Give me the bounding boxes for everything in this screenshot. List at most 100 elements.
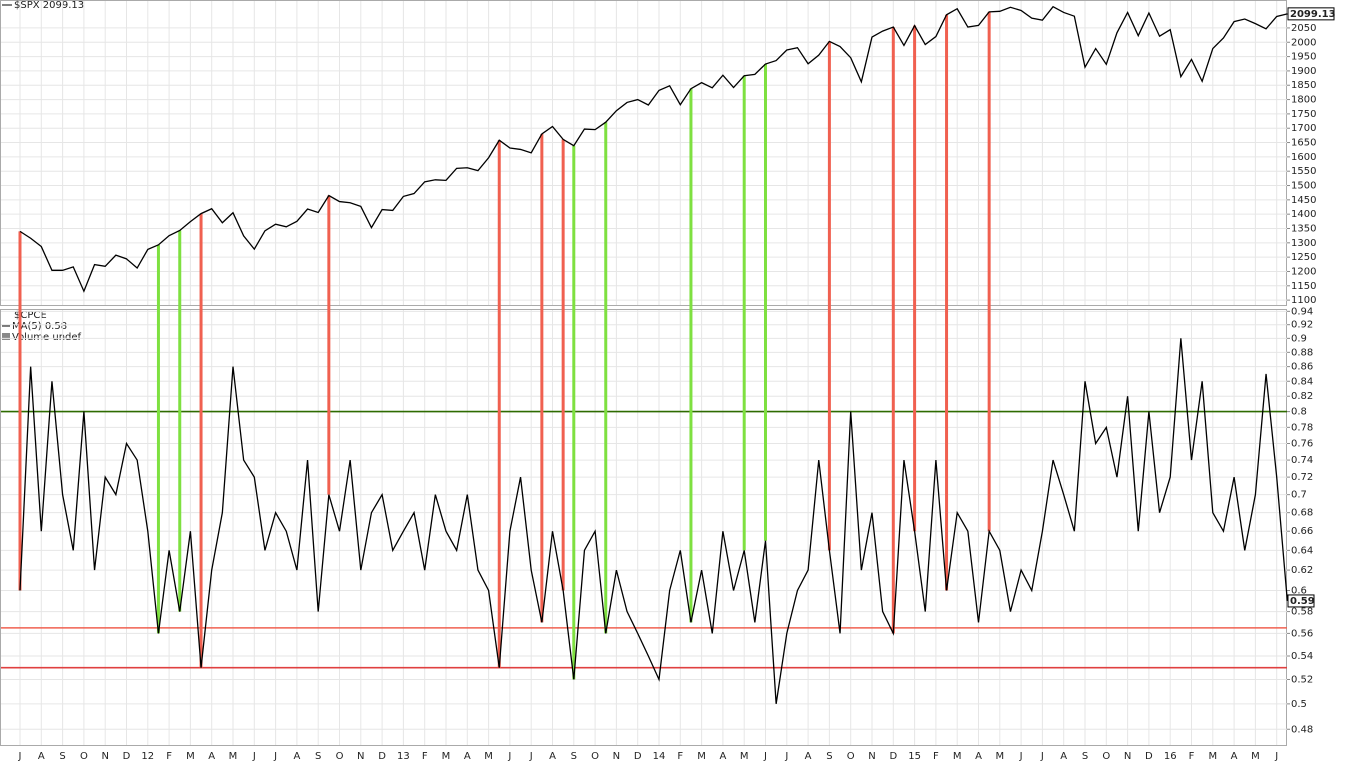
y-tick-label: 1150 xyxy=(1291,281,1316,292)
x-tick-label: A xyxy=(1060,751,1067,762)
x-tick-label: S xyxy=(1082,751,1088,762)
x-tick-label: N xyxy=(1124,751,1131,762)
x-tick-label: J xyxy=(507,751,511,762)
x-tick-label: J xyxy=(1274,751,1278,762)
y-tick-label: 2000 xyxy=(1291,37,1316,48)
x-tick-label: A xyxy=(719,751,726,762)
x-tick-label: O xyxy=(1102,751,1110,762)
y-tick-label: 0.66 xyxy=(1291,526,1313,537)
x-tick-label: F xyxy=(166,751,172,762)
y-tick-label: 0.86 xyxy=(1291,362,1313,373)
y-tick-label: 0.52 xyxy=(1291,674,1313,685)
y-tick-label: 0.7 xyxy=(1291,490,1307,501)
y-tick-label: 0.58 xyxy=(1291,607,1313,618)
y-tick-label: 0.64 xyxy=(1291,545,1313,556)
x-tick-label: 12 xyxy=(141,751,154,762)
y-tick-label: 1750 xyxy=(1291,109,1316,120)
x-tick-label: 14 xyxy=(653,751,666,762)
y-tick-label: 0.88 xyxy=(1291,347,1313,358)
x-tick-label: J xyxy=(1019,751,1023,762)
y-tick-label: 0.6 xyxy=(1291,585,1307,596)
x-tick-label: F xyxy=(1189,751,1195,762)
x-tick-label: M xyxy=(953,751,962,762)
x-tick-label: S xyxy=(315,751,321,762)
y-tick-label: 1550 xyxy=(1291,166,1316,177)
x-tick-label: S xyxy=(571,751,577,762)
y-tick-label: 0.56 xyxy=(1291,628,1313,639)
last-value-box xyxy=(1287,7,1335,21)
x-tick-label: F xyxy=(677,751,683,762)
y-tick-label: 1400 xyxy=(1291,209,1316,220)
y-tick-label: 0.54 xyxy=(1291,651,1313,662)
x-tick-label: J xyxy=(273,751,277,762)
x-tick-label: O xyxy=(847,751,855,762)
x-tick-label: D xyxy=(378,751,386,762)
x-tick-label: J xyxy=(1040,751,1044,762)
x-tick-label: A xyxy=(464,751,471,762)
y-tick-label: 1850 xyxy=(1291,80,1316,91)
x-tick-label: A xyxy=(549,751,556,762)
y-tick-label: 1600 xyxy=(1291,152,1316,163)
x-tick-label: N xyxy=(357,751,364,762)
x-tick-label: M xyxy=(229,751,238,762)
x-tick-label: M xyxy=(186,751,195,762)
y-tick-label: 1950 xyxy=(1291,52,1316,63)
x-tick-label: S xyxy=(59,751,65,762)
x-tick-label: J xyxy=(252,751,256,762)
legend-icon xyxy=(2,333,10,340)
top-panel xyxy=(0,0,1287,306)
y-tick-label: 1300 xyxy=(1291,238,1316,249)
y-tick-label: 1700 xyxy=(1291,123,1316,134)
y-tick-label: 0.48 xyxy=(1291,724,1313,735)
x-tick-label: N xyxy=(868,751,875,762)
y-tick-label: 0.92 xyxy=(1291,320,1313,331)
series-line xyxy=(19,338,1288,704)
y-tick-label: 1100 xyxy=(1291,295,1316,306)
x-tick-label: J xyxy=(784,751,788,762)
x-tick-label: M xyxy=(484,751,493,762)
x-tick-label: A xyxy=(293,751,300,762)
y-tick-label: 0.84 xyxy=(1291,376,1313,387)
legend-label: $SPX 2099.13 xyxy=(14,0,84,11)
y-tick-label: 0.74 xyxy=(1291,455,1313,466)
y-tick-label: 1500 xyxy=(1291,181,1316,192)
legend-note: MA(5) 0.58 xyxy=(12,321,67,332)
y-tick-label: 1650 xyxy=(1291,138,1316,149)
x-tick-label: M xyxy=(740,751,749,762)
x-tick-label: 15 xyxy=(908,751,921,762)
x-tick-label: J xyxy=(18,751,22,762)
x-tick-label: D xyxy=(634,751,642,762)
x-tick-label: M xyxy=(1208,751,1217,762)
x-tick-label: A xyxy=(208,751,215,762)
x-tick-label: S xyxy=(826,751,832,762)
x-tick-label: D xyxy=(123,751,131,762)
x-tick-label: D xyxy=(889,751,897,762)
y-tick-label: 1200 xyxy=(1291,266,1316,277)
y-tick-label: 0.9 xyxy=(1291,333,1307,344)
y-tick-label: 2050 xyxy=(1291,23,1316,34)
x-tick-label: J xyxy=(529,751,533,762)
x-tick-label: A xyxy=(975,751,982,762)
x-tick-label: D xyxy=(1145,751,1153,762)
x-tick-label: A xyxy=(805,751,812,762)
x-tick-label: O xyxy=(591,751,599,762)
x-tick-label: N xyxy=(613,751,620,762)
x-tick-label: A xyxy=(38,751,45,762)
x-tick-label: F xyxy=(933,751,939,762)
x-tick-label: O xyxy=(80,751,88,762)
y-tick-label: 1900 xyxy=(1291,66,1316,77)
x-tick-label: M xyxy=(1251,751,1260,762)
y-tick-label: 0.72 xyxy=(1291,472,1313,483)
legend-label: $CPCE xyxy=(14,310,47,321)
x-tick-label: 16 xyxy=(1164,751,1177,762)
y-tick-label: 1250 xyxy=(1291,252,1316,263)
legend-note: Volume undef xyxy=(12,332,82,343)
bottom-panel xyxy=(0,309,1287,746)
y-tick-label: 1350 xyxy=(1291,223,1316,234)
last-value-label: 0.59 xyxy=(1290,596,1315,607)
y-tick-label: 0.5 xyxy=(1291,699,1307,710)
y-tick-label: 1800 xyxy=(1291,95,1316,106)
y-tick-label: 1450 xyxy=(1291,195,1316,206)
x-tick-label: F xyxy=(422,751,428,762)
